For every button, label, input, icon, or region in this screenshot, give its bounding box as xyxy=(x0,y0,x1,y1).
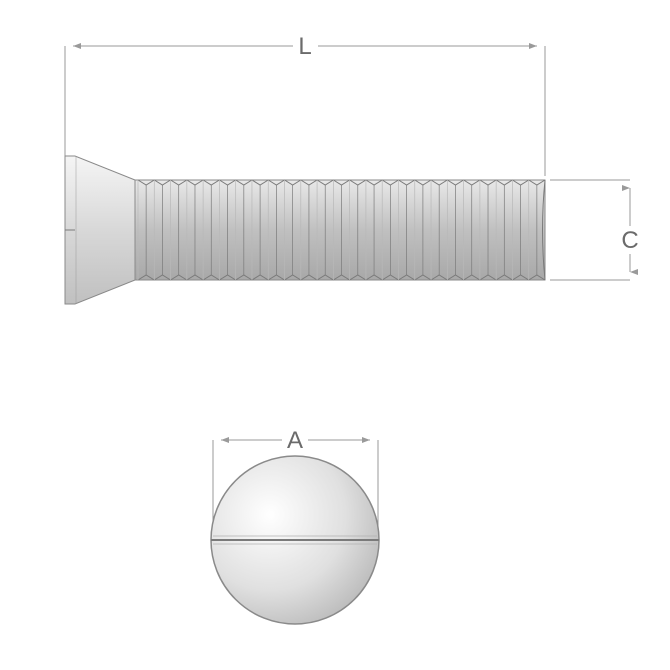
label-l: L xyxy=(298,33,311,60)
label-c: C xyxy=(621,227,638,254)
dimension-c: C xyxy=(550,180,639,280)
screw-head-view xyxy=(211,456,379,624)
technical-diagram: L C A xyxy=(0,0,670,670)
label-a: A xyxy=(287,427,303,454)
dimension-l: L xyxy=(65,33,545,176)
screw-side-view xyxy=(65,156,545,304)
